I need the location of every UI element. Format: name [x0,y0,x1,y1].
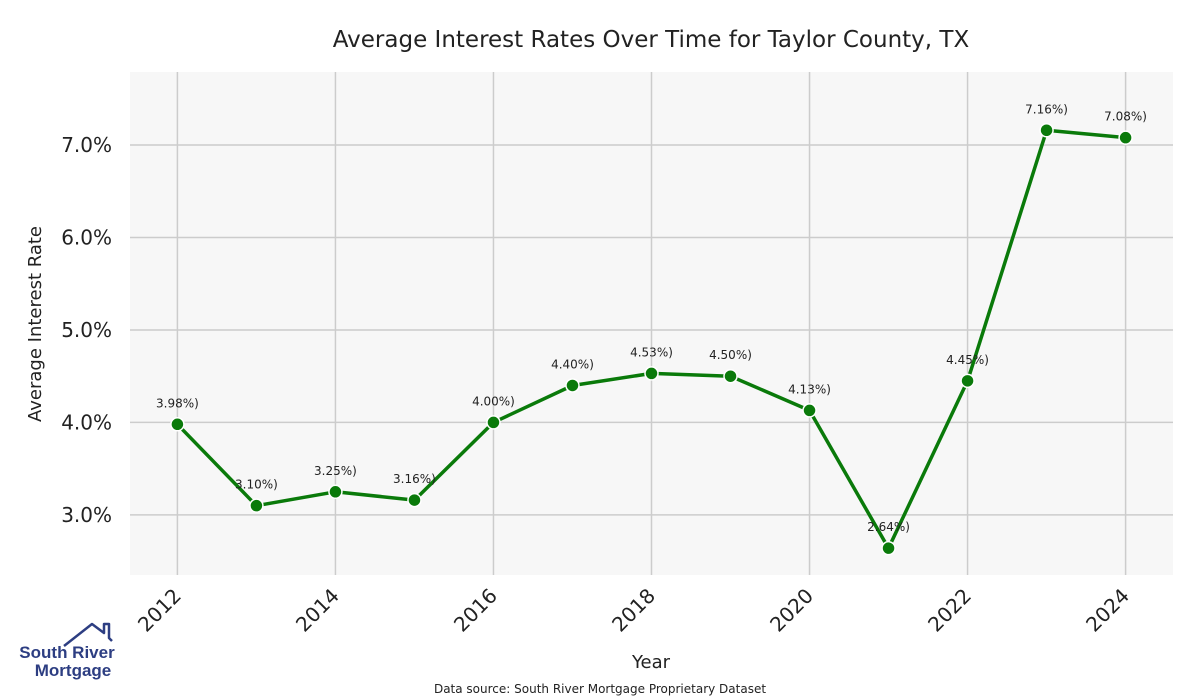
data-label: 4.13%) [788,382,831,396]
data-label: 4.00%) [472,394,515,408]
data-point [249,498,264,513]
data-point [1118,130,1133,145]
house-roof-icon [63,622,113,647]
x-axis-label: Year [631,652,671,673]
data-labels: 3.98%) 3.10%) 3.25%) 3.16%) 4.00%) 4.40%) 4.53… [156,102,1147,534]
data-label: 7.16%) [1025,102,1068,116]
data-label: 3.16%) [393,472,436,486]
data-label: 4.53%) [630,345,673,359]
x-tick-label: 2012 [133,584,186,637]
x-tick-label: 2016 [449,584,502,637]
x-axis-ticks: 2012 2014 2016 2018 2020 2022 2024 [133,584,1134,637]
data-point [170,417,185,432]
data-point [802,403,817,418]
y-axis-label: Average Interest Rate [25,226,46,422]
data-label: 7.08%) [1104,110,1147,124]
y-axis-ticks: 3.0% 4.0% 5.0% 6.0% 7.0% [61,133,112,527]
data-point [960,373,975,389]
data-label: 4.45%) [946,353,989,367]
y-tick-label: 3.0% [61,503,112,527]
logo-text-line1: South River [19,643,115,662]
data-point [565,378,580,393]
data-point [328,484,343,500]
data-source-note: Data source: South River Mortgage Propri… [434,682,766,696]
y-tick-label: 5.0% [61,318,112,342]
x-tick-label: 2020 [765,584,818,637]
data-point [881,540,896,556]
data-label: 3.98%) [156,396,199,410]
data-point [1039,123,1054,138]
chart-title: Average Interest Rates Over Time for Tay… [333,27,970,53]
x-tick-label: 2014 [291,584,344,637]
data-point [407,492,422,508]
data-point [486,415,501,430]
data-label: 2.64%) [867,520,910,534]
data-label: 4.40%) [551,357,594,371]
company-logo: South River Mortgage [19,622,115,680]
logo-text-line2: Mortgage [35,661,112,680]
data-label: 4.50%) [709,348,752,362]
data-label: 3.25%) [314,464,357,478]
grid-lines [130,72,1173,575]
x-tick-label: 2022 [923,584,976,637]
data-point [644,366,659,381]
x-tick-label: 2018 [607,584,660,637]
x-tick-label: 2024 [1081,584,1134,637]
y-tick-label: 7.0% [61,133,112,157]
data-point [723,368,738,384]
y-tick-label: 4.0% [61,410,112,434]
y-tick-label: 6.0% [61,226,112,250]
data-label: 3.10%) [235,478,278,492]
series-markers [170,123,1133,556]
